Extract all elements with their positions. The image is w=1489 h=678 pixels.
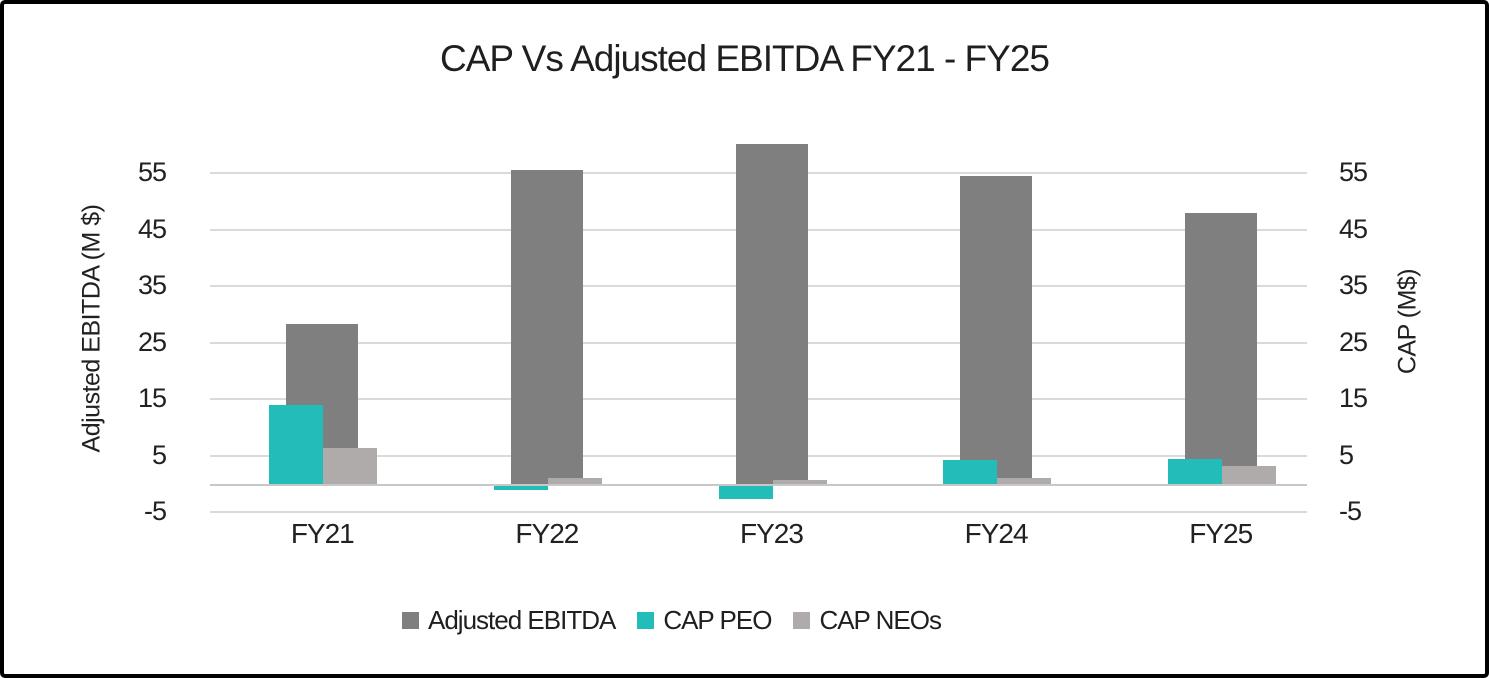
bar-cap-peo [718, 486, 773, 499]
bar-cap-neos [323, 447, 378, 484]
y-axis-tick-label-left: 55 [137, 157, 167, 188]
bar-adjusted-ebitda [735, 143, 808, 484]
y-axis-tick-label-left: 25 [137, 326, 167, 357]
chart-title: CAP Vs Adjusted EBITDA FY21 - FY25 [439, 38, 1050, 79]
bar-cap-neos [1221, 465, 1276, 484]
y-axis-tick-label-right: 45 [1339, 213, 1368, 244]
y-axis-tick-label-right: 25 [1339, 326, 1368, 357]
legend-label: CAP NEOs [819, 605, 942, 635]
x-axis-label: FY21 [290, 518, 355, 549]
bar-cap-peo [1167, 459, 1222, 484]
legend: Adjusted EBITDA CAP PEO CAP NEOs [402, 605, 942, 636]
bar-adjusted-ebitda [960, 175, 1033, 484]
bar-cap-neos [772, 480, 827, 484]
bar-cap-peo [493, 486, 548, 490]
legend-swatch-adjusted-ebitda [402, 612, 419, 629]
y-axis-tick-label-left: 5 [151, 439, 167, 470]
y-axis-tick-label-right: 55 [1339, 157, 1368, 188]
x-axis-label: FY22 [515, 518, 579, 549]
legend-swatch-cap-neos [793, 612, 811, 629]
y-axis-tick-label-left: 45 [137, 213, 167, 244]
bar-cap-peo [943, 459, 998, 484]
y-axis-tick-label-right: 5 [1339, 439, 1354, 470]
bar-cap-neos [997, 478, 1052, 484]
x-axis-label: FY23 [740, 518, 804, 549]
legend-item: CAP PEO [637, 605, 772, 636]
bar-cap-peo [269, 404, 324, 484]
left-axis-title: Adjusted EBITDA (M $) [77, 204, 106, 453]
bar-adjusted-ebitda [510, 170, 583, 484]
y-axis-tick-label-right: -5 [1339, 496, 1362, 527]
y-axis-tick-label-right: 35 [1339, 270, 1368, 301]
legend-swatch-cap-peo [637, 612, 655, 629]
bar-cap-neos [547, 478, 602, 484]
x-axis-label: FY25 [1189, 518, 1253, 549]
y-axis-tick-label-left: 15 [137, 383, 167, 414]
gridline [210, 511, 1307, 514]
legend-label: Adjusted EBITDA [428, 605, 616, 635]
x-axis-line [210, 484, 1307, 486]
y-axis-tick-label-left: 35 [137, 270, 167, 301]
legend-item: Adjusted EBITDA [402, 605, 616, 636]
plot-area: -5 -5 5 5 15 15 25 25 35 35 45 45 55 55 FY21 FY22 FY23 FY… [4, 4, 1485, 674]
bar-adjusted-ebitda [1184, 213, 1257, 484]
legend-item: CAP NEOs [793, 605, 942, 636]
right-axis-title: CAP (M$) [1393, 268, 1422, 375]
y-axis-tick-label-left: -5 [143, 496, 167, 527]
x-axis-label: FY24 [964, 518, 1029, 549]
legend-label: CAP PEO [663, 605, 772, 635]
y-axis-tick-label-right: 15 [1339, 383, 1368, 414]
